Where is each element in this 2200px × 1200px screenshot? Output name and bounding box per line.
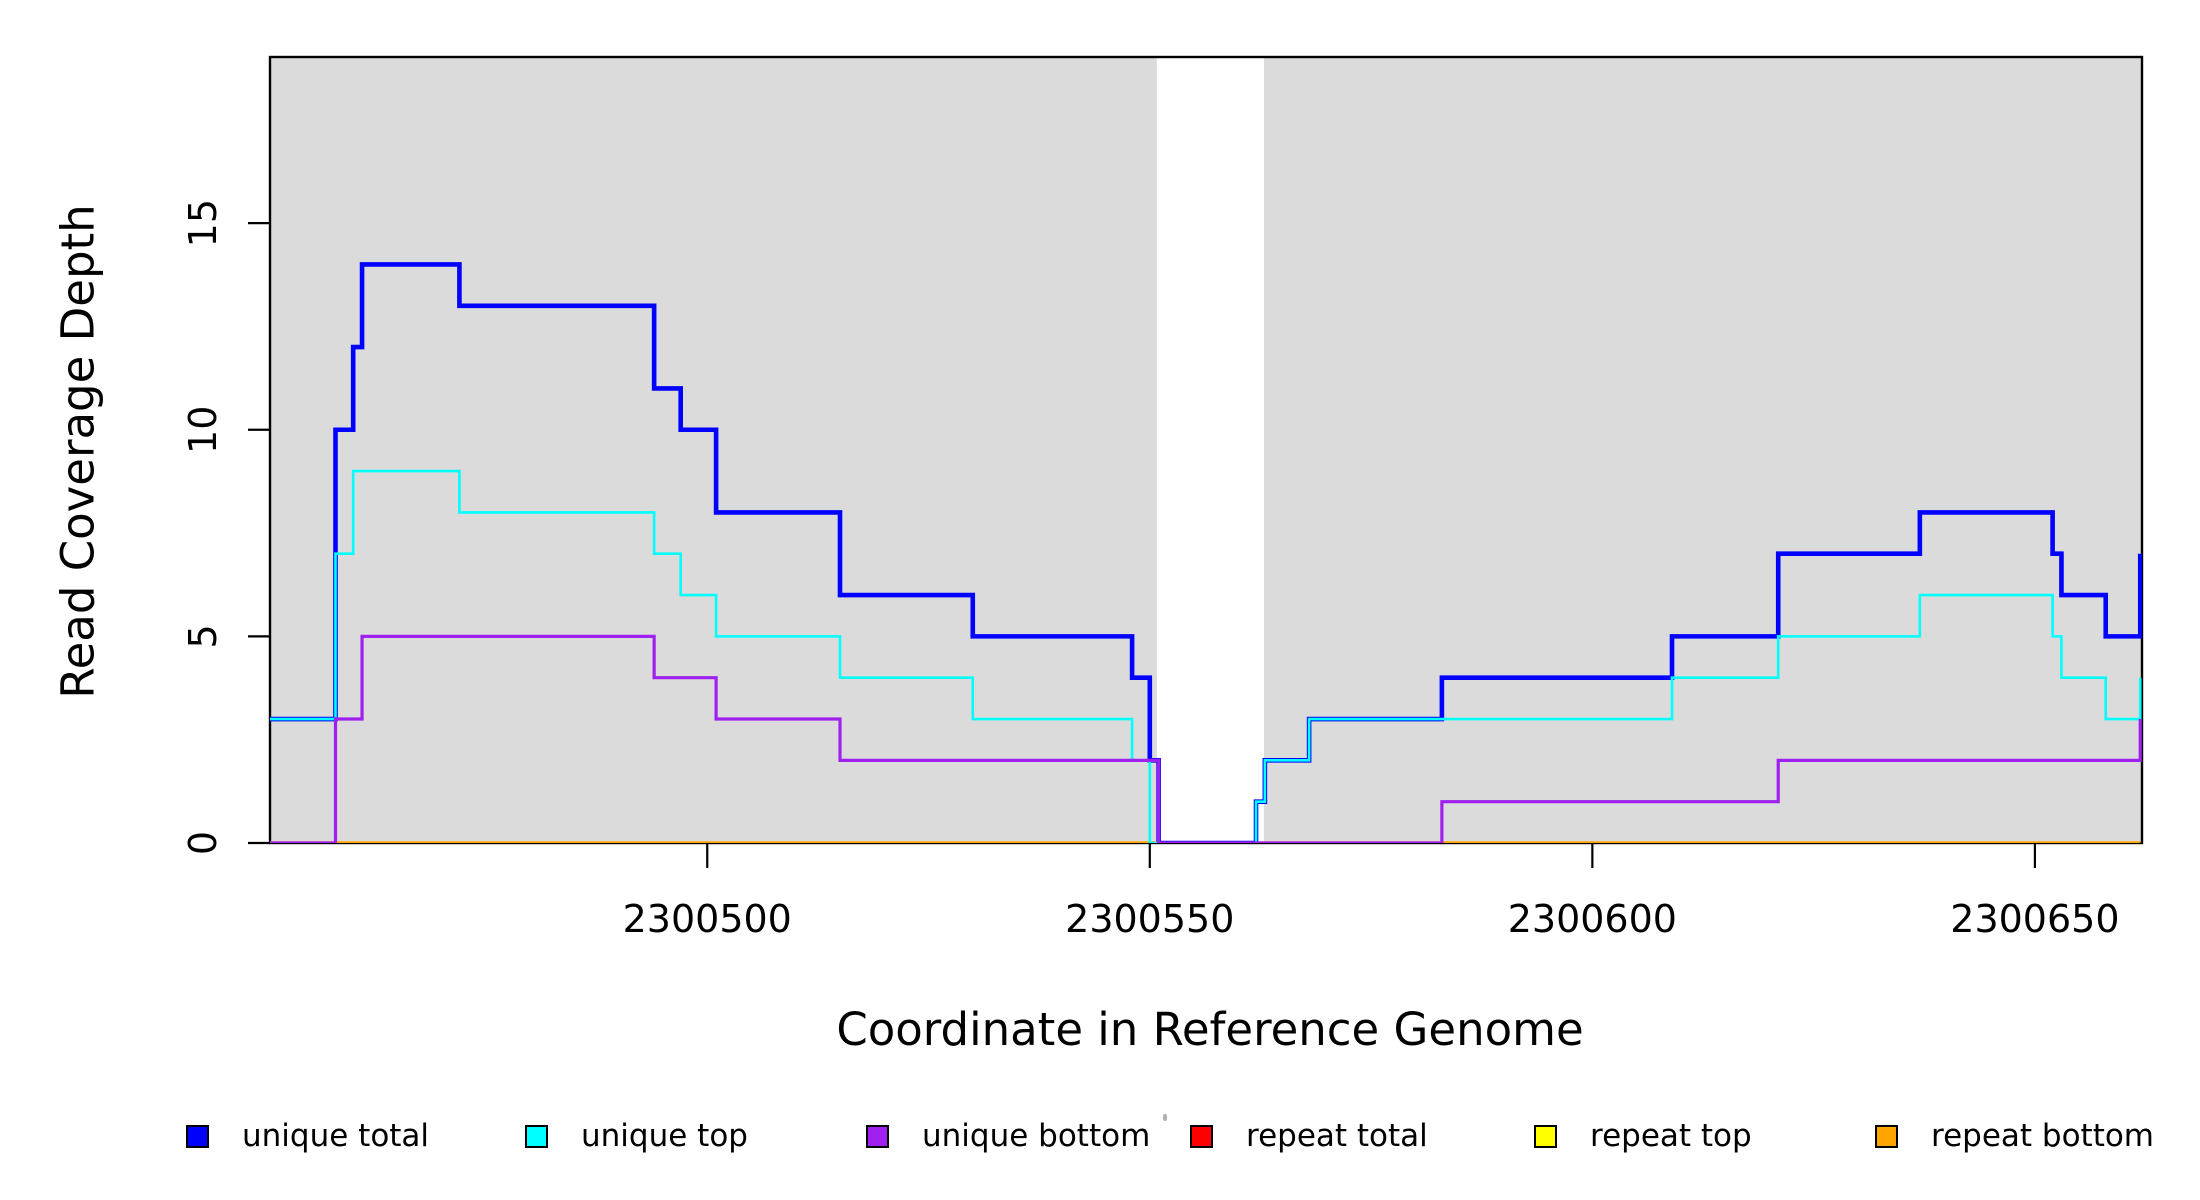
- y-tick-label: 10: [181, 406, 225, 454]
- legend-item-repeat-top: repeat top: [1534, 1118, 1752, 1154]
- legend-swatch-repeat-total: [1190, 1124, 1213, 1148]
- x-tick-label: 2300550: [1065, 897, 1234, 941]
- legend-label: repeat bottom: [1931, 1118, 2155, 1154]
- y-tick-label: 5: [181, 624, 225, 648]
- series-unique-top-line: [270, 469, 2142, 843]
- unique-region-1: [270, 57, 1157, 843]
- x-tick-label: 2300500: [623, 897, 792, 941]
- legend-item-unique-total: unique total: [186, 1118, 429, 1154]
- y-tick-label: 15: [181, 199, 225, 247]
- legend-swatch-repeat-top: [1534, 1124, 1557, 1148]
- legend-label: repeat top: [1590, 1118, 1752, 1154]
- x-tick-label: 2300600: [1508, 897, 1677, 941]
- legend-item-unique-top: unique top: [525, 1118, 748, 1154]
- y-tick-label: 0: [181, 831, 225, 855]
- unique-region-2: [1263, 57, 2142, 843]
- series-unique-bottom-line: [270, 634, 2142, 843]
- legend-label: unique bottom: [922, 1118, 1151, 1154]
- legend-swatch-unique-bottom: [866, 1124, 889, 1148]
- legend-label: unique top: [581, 1118, 748, 1154]
- legend-item-unique-bottom: unique bottom: [866, 1118, 1150, 1154]
- legend-label: unique total: [242, 1118, 430, 1154]
- legend-item-repeat-bottom: repeat bottom: [1875, 1118, 2154, 1154]
- legend-label: repeat total: [1246, 1118, 1428, 1154]
- legend-item-repeat-total: repeat total: [1190, 1118, 1428, 1154]
- x-tick-label: 2300650: [1950, 897, 2119, 941]
- legend-swatch-unique-total: [186, 1124, 209, 1148]
- legend-swatch-repeat-bottom: [1875, 1124, 1898, 1148]
- stray-mark: [1163, 1114, 1167, 1121]
- x-axis-title: Coordinate in Reference Genome: [836, 1003, 1584, 1056]
- legend-swatch-unique-top: [525, 1124, 548, 1148]
- y-axis-title: Read Coverage Depth: [51, 204, 105, 699]
